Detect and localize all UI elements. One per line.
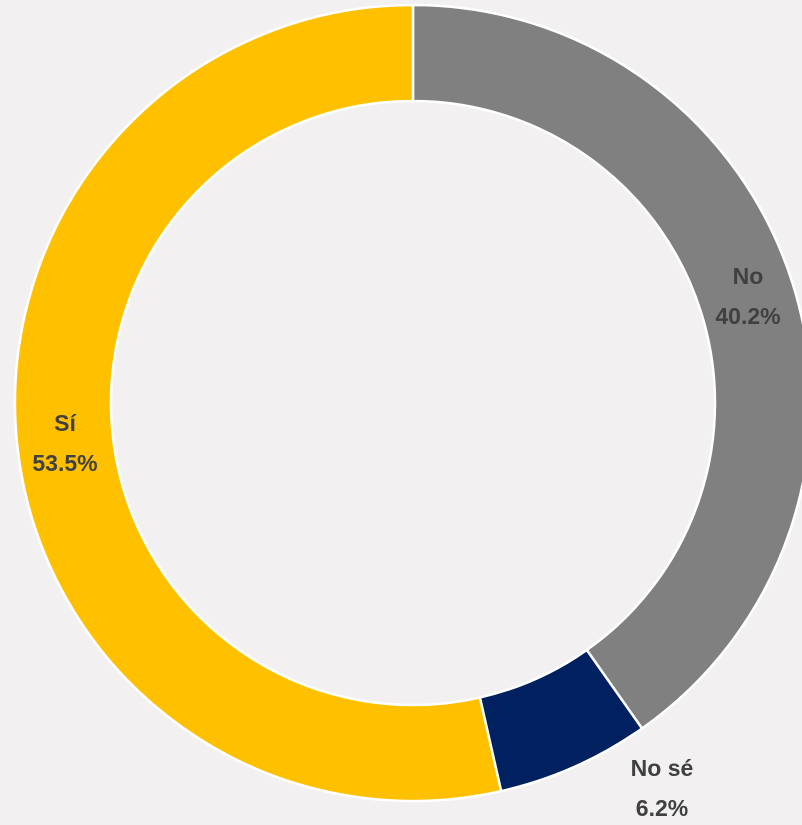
- value-label: 6.2%: [636, 795, 688, 821]
- category-label: No: [733, 263, 764, 289]
- value-label: 53.5%: [32, 450, 97, 476]
- category-label: Sí: [54, 410, 77, 436]
- donut-segment: [13, 3, 503, 803]
- value-label: 40.2%: [715, 303, 780, 329]
- category-label: No sé: [631, 755, 694, 781]
- donut-segment: [411, 3, 802, 731]
